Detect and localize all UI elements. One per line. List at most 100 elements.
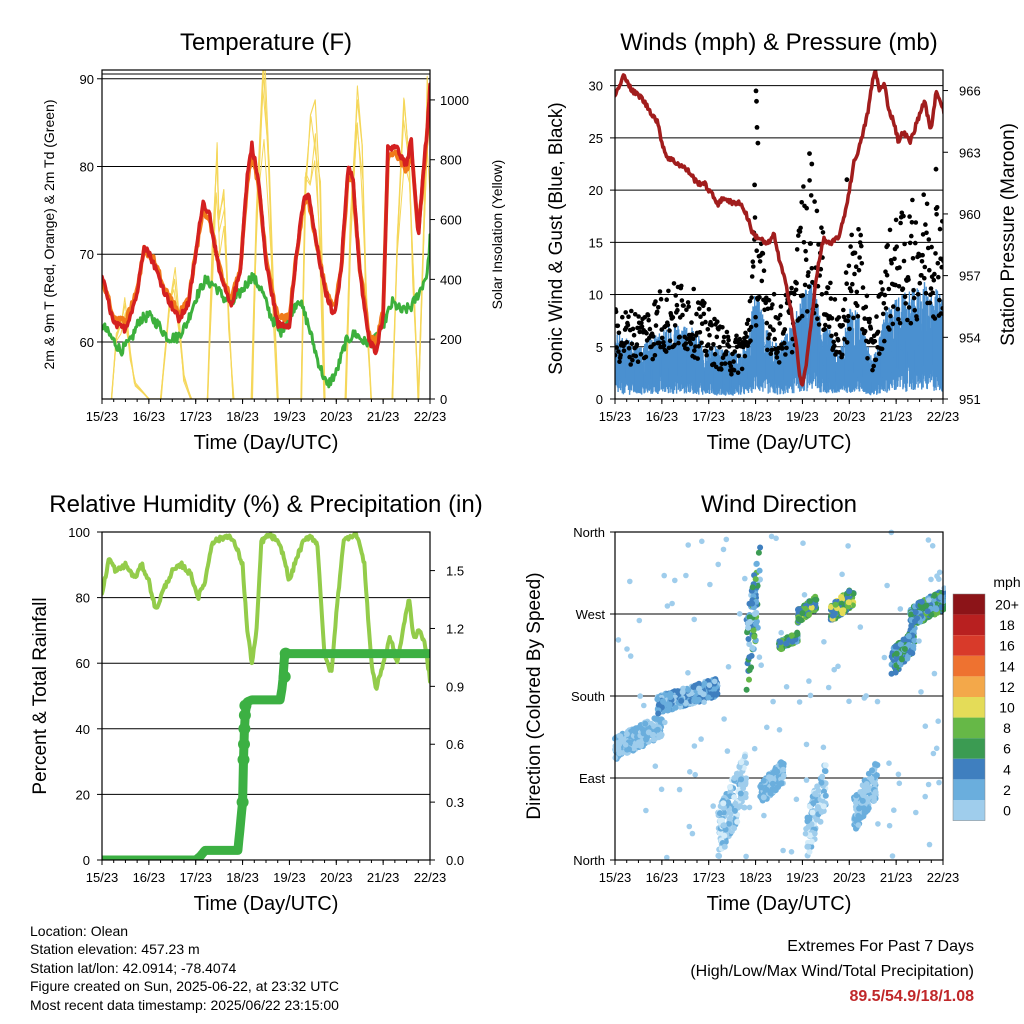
gust-point	[920, 252, 925, 258]
gust-point	[822, 326, 827, 332]
gust-point	[807, 178, 812, 183]
gust-point	[615, 309, 619, 315]
legend-swatch	[953, 800, 985, 821]
direction-point	[624, 646, 630, 652]
direction-point	[928, 576, 934, 583]
direction-point	[937, 594, 944, 601]
direction-point	[918, 689, 924, 695]
gust-point	[778, 304, 784, 309]
gust-point	[734, 333, 739, 339]
x-tick-label: 15/23	[599, 870, 632, 885]
x-tick-label: 22/23	[414, 870, 447, 885]
gust-point	[828, 296, 834, 301]
gust-point	[743, 330, 748, 336]
direction-point	[622, 742, 629, 748]
gust-point	[719, 361, 725, 367]
x-tick-label: 18/23	[739, 409, 772, 424]
gust-point	[626, 314, 631, 320]
direction-point	[752, 621, 759, 627]
y-tick-label: 0	[83, 853, 90, 868]
y-tick-label: North	[573, 525, 605, 540]
direction-point	[898, 656, 905, 663]
gust-point	[814, 208, 820, 214]
gust-point	[871, 363, 876, 369]
wind-pressure-chart: Winds (mph) & Pressure (mb) 15/23 16/23 17/…	[546, 29, 1019, 454]
gust-point	[870, 367, 875, 373]
gust-point	[760, 251, 766, 256]
gust-point	[940, 219, 943, 224]
direction-point	[839, 571, 845, 578]
pressure-series	[615, 70, 943, 387]
direction-point	[632, 728, 639, 735]
gust-point	[651, 342, 657, 347]
direction-point	[856, 805, 863, 812]
direction-point	[745, 624, 752, 631]
y-tick-label: 60	[76, 656, 90, 671]
gust-point	[825, 285, 831, 291]
direction-point	[711, 678, 718, 685]
direction-point	[623, 731, 630, 737]
y-tick-label: 20	[589, 183, 603, 198]
gust-point	[868, 326, 874, 331]
gust-point	[629, 308, 634, 314]
gust-point	[824, 290, 829, 296]
x-tick-label: 22/23	[927, 870, 960, 885]
gust-point	[768, 351, 774, 357]
gust-point	[670, 315, 676, 320]
direction-point	[845, 543, 851, 549]
gust-point	[896, 317, 901, 322]
x-tick-label: 22/23	[414, 409, 447, 424]
direction-point	[930, 750, 937, 757]
direction-point	[905, 633, 912, 640]
gust-point	[836, 315, 842, 320]
gust-point	[709, 322, 714, 328]
gust-point	[874, 314, 879, 319]
x-tick-label: 21/23	[367, 870, 400, 885]
gust-point	[910, 255, 916, 261]
direction-point	[616, 741, 623, 748]
gust-point	[799, 313, 805, 319]
gust-point	[706, 342, 711, 347]
direction-point	[807, 832, 814, 839]
y-tick-label: South	[571, 689, 605, 704]
gust-point	[801, 184, 806, 189]
gust-point	[776, 345, 781, 351]
y2-axis-label: Station Pressure (Maroon)	[998, 123, 1019, 346]
gust-point	[906, 277, 911, 282]
x-tick-label: 15/23	[86, 409, 119, 424]
gust-point	[909, 220, 915, 225]
gust-point	[859, 243, 864, 249]
x-tick-label: 16/23	[133, 870, 166, 885]
gust-point	[812, 199, 817, 204]
gust-point	[809, 266, 815, 271]
gust-point	[653, 299, 658, 304]
direction-point	[662, 719, 668, 726]
gust-point	[939, 264, 943, 270]
direction-point	[689, 830, 696, 837]
direction-point	[798, 617, 805, 624]
precip-point	[236, 796, 249, 809]
y-axis-label: 2m & 9m T (Red, Orange) & 2m Td (Green)	[41, 100, 57, 370]
gust-point	[809, 161, 815, 167]
gust-point	[754, 248, 759, 253]
gust-point	[883, 269, 888, 275]
x-axis-label: Time (Day/UTC)	[707, 893, 852, 915]
x-tick-label: 15/23	[599, 409, 632, 424]
gust-point	[937, 297, 942, 303]
direction-point	[755, 549, 762, 556]
direction-point	[698, 736, 704, 742]
gust-point	[919, 259, 925, 264]
direction-point	[945, 594, 946, 598]
gust-point	[674, 302, 680, 308]
direction-point	[746, 804, 753, 811]
direction-point	[650, 736, 657, 743]
legend-label: 20+	[995, 597, 1019, 613]
gust-point	[705, 327, 711, 332]
gust-point	[647, 326, 653, 332]
direction-point	[865, 787, 871, 793]
gust-point	[856, 267, 862, 273]
gust-point	[772, 336, 777, 342]
created-text: Figure created on Sun, 2025-06-22, at 23…	[30, 978, 339, 995]
gust-point	[797, 229, 803, 234]
x-axis-label: Time (Day/UTC)	[194, 432, 339, 454]
